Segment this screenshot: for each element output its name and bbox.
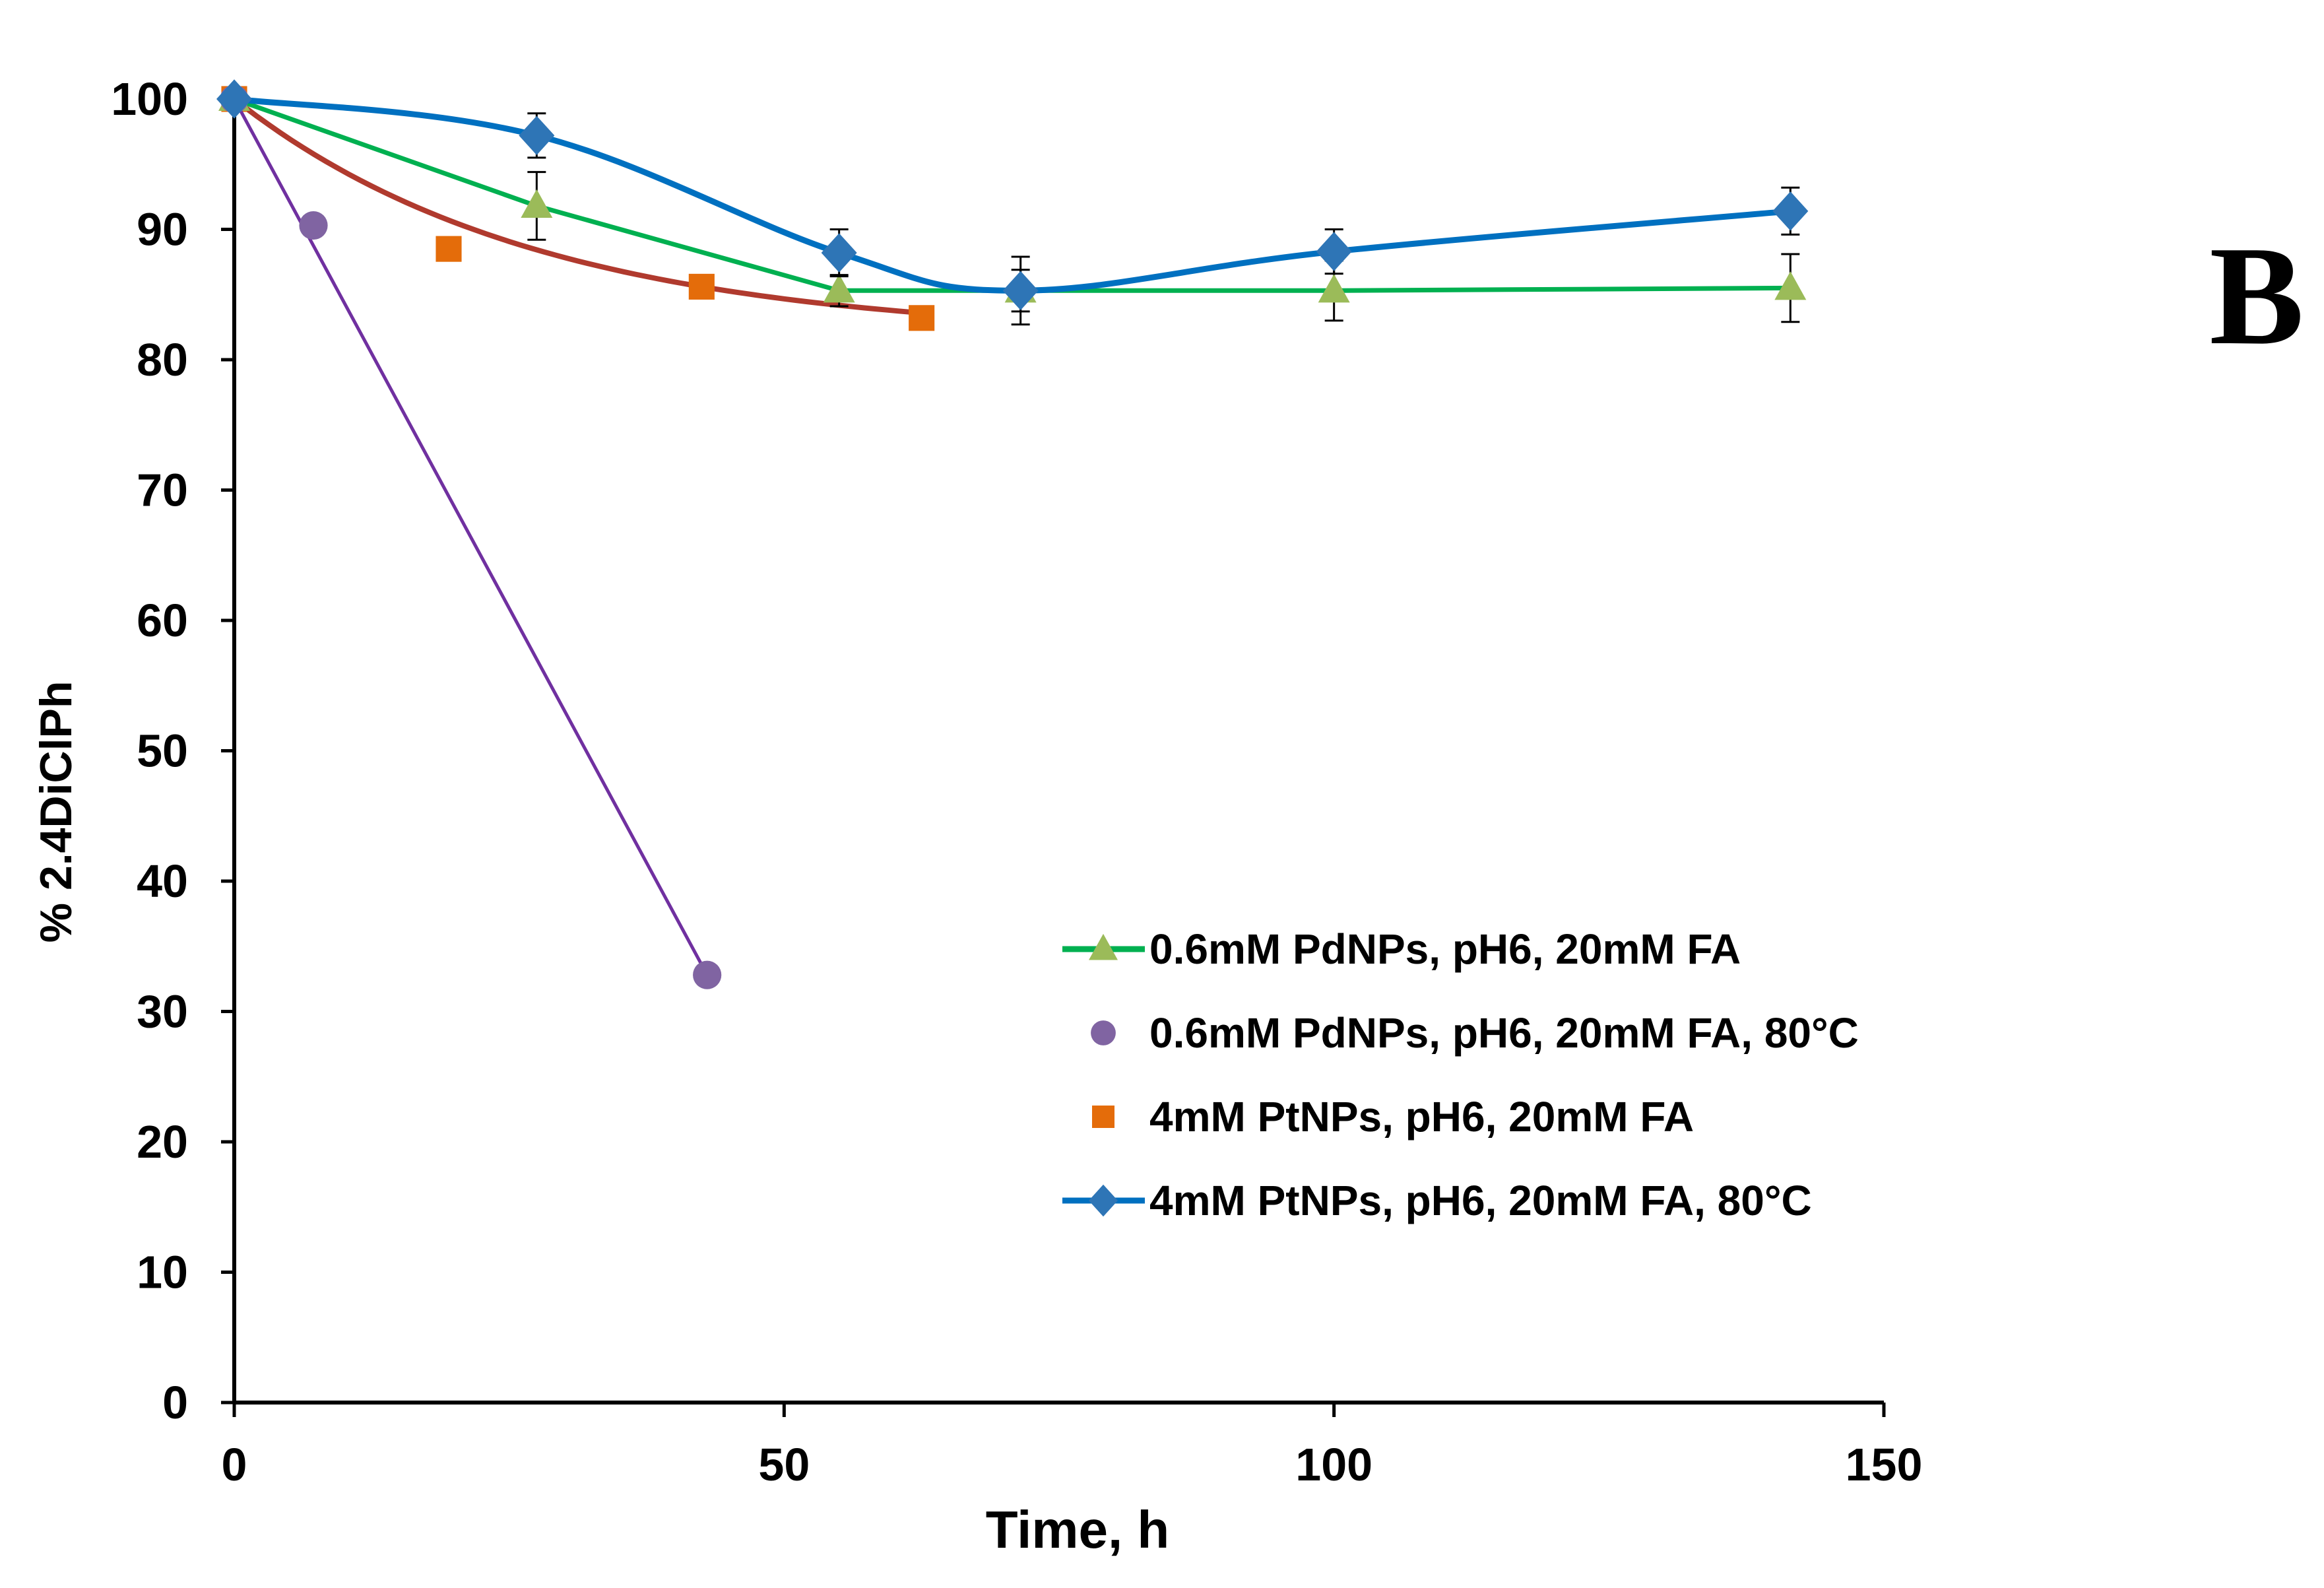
data-point <box>1774 271 1807 300</box>
data-point <box>519 116 555 155</box>
legend-label: 0.6mM PdNPs, pH6, 20mM FA, 80°C <box>1149 1009 1859 1057</box>
y-tick-label: 0 <box>162 1377 188 1428</box>
y-tick-label: 30 <box>137 986 188 1038</box>
legend-item: 0.6mM PdNPs, pH6, 20mM FA, 80°C <box>1091 1009 1859 1057</box>
series-2 <box>221 86 935 331</box>
x-tick-label: 150 <box>1846 1439 1923 1490</box>
legend-label: 0.6mM PdNPs, pH6, 20mM FA <box>1149 925 1741 973</box>
x-tick-label: 50 <box>758 1439 810 1490</box>
series-layer <box>216 79 1809 989</box>
series-line <box>232 96 922 316</box>
legend-label: 4mM PtNPs, pH6, 20mM FA <box>1149 1093 1694 1141</box>
data-point <box>688 273 715 300</box>
legend-label: 4mM PtNPs, pH6, 20mM FA, 80°C <box>1149 1177 1812 1224</box>
series-1 <box>220 84 722 989</box>
y-tick-label: 20 <box>137 1116 188 1168</box>
data-point <box>436 236 462 262</box>
legend-marker <box>1089 933 1118 960</box>
data-point <box>299 211 328 240</box>
data-point <box>821 233 857 273</box>
legend: 0.6mM PdNPs, pH6, 20mM FA 0.6mM PdNPs, pH… <box>1062 925 1859 1224</box>
data-point <box>1318 274 1350 303</box>
data-point <box>521 189 553 218</box>
legend-marker <box>1091 1020 1116 1045</box>
y-tick-label: 80 <box>137 334 188 385</box>
data-point <box>693 960 722 989</box>
legend-item: 4mM PtNPs, pH6, 20mM FA <box>1092 1093 1694 1141</box>
data-point <box>1316 232 1352 271</box>
panel-label: B <box>2209 216 2304 374</box>
data-point <box>1002 271 1039 311</box>
series-line <box>232 98 709 976</box>
x-tick-label: 0 <box>222 1439 247 1490</box>
series-3 <box>216 79 1809 326</box>
data-point <box>909 305 935 331</box>
y-tick-label: 10 <box>137 1247 188 1298</box>
series-line <box>233 96 1791 293</box>
legend-marker <box>1089 1184 1118 1217</box>
axes: 0 10 20 30 40 50 60 70 80 90 100 0 50 100 150 <box>111 73 1922 1490</box>
x-axis-title: Time, h <box>986 1500 1170 1559</box>
x-tick-label: 100 <box>1295 1439 1372 1490</box>
data-point <box>823 274 855 303</box>
y-tick-label: 100 <box>111 73 188 125</box>
y-tick-label: 40 <box>137 855 188 907</box>
y-tick-label: 50 <box>137 725 188 777</box>
legend-item: 0.6mM PdNPs, pH6, 20mM FA <box>1062 925 1741 973</box>
legend-marker <box>1092 1106 1114 1128</box>
legend-item: 4mM PtNPs, pH6, 20mM FA, 80°C <box>1062 1177 1812 1224</box>
y-tick-label: 70 <box>137 465 188 516</box>
y-axis-title: % 2.4DiClPh <box>31 681 81 943</box>
y-tick-label: 90 <box>137 204 188 255</box>
data-point <box>1772 191 1809 231</box>
data-point <box>216 79 252 119</box>
series-line <box>234 96 1791 294</box>
y-tick-label: 60 <box>137 595 188 646</box>
